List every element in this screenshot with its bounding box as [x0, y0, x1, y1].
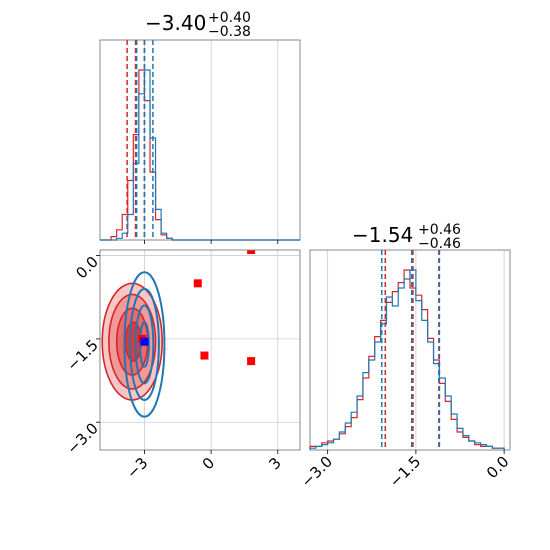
title-top-sup: +0.40 [208, 10, 251, 26]
scatter-xtick-label-2: 3 [265, 454, 284, 473]
right-xtick-label-1: −1.5 [386, 452, 424, 490]
top-hist-series-0 [100, 69, 300, 241]
blue-marker-0 [140, 337, 149, 346]
red-marker-1 [200, 351, 209, 360]
blue-contour-2 [134, 304, 155, 385]
scatter-sample-point [133, 400, 136, 403]
title-top-main: −3.40 [145, 11, 206, 35]
scatter-ytick-label-0: 0.0 [72, 253, 102, 283]
blue-contour-1 [129, 287, 160, 402]
top-axis-frame [99, 39, 301, 241]
right-xtick-label-2: 0.0 [483, 452, 513, 482]
histogram-panel-top [99, 39, 301, 244]
right-axis-frame [309, 249, 511, 451]
blue-contour-0 [123, 271, 166, 418]
scatter-sample-point [153, 295, 156, 298]
blue-contour-3 [139, 321, 150, 368]
histogram-panel-right: −3.0 −1.5 0.0 [298, 249, 513, 491]
scatter-inner [100, 250, 300, 450]
red-marker-2 [247, 357, 256, 366]
right-xtick-label-0: −3.0 [298, 452, 336, 490]
scatter-xtick-label-0: −3 [123, 454, 151, 482]
scatter-ytick-label-2: −3.0 [63, 419, 101, 457]
title-right-sup: +0.46 [418, 222, 461, 238]
scatter-ytick-label-1: −1.5 [63, 336, 101, 374]
scatter-sample-point [165, 347, 168, 350]
red-marker-3 [247, 250, 256, 254]
right-hist-series-1 [309, 269, 505, 450]
scatter-panel: −3 0 3 0.0 −1.5 −3.0 [63, 249, 301, 482]
scatter-xtick-label-1: 0 [199, 454, 218, 473]
title-top-sub: −0.38 [208, 24, 251, 40]
scatter-axis-frame [99, 249, 301, 451]
red-marker-0 [193, 279, 202, 288]
scatter-sample-point [154, 299, 157, 302]
top-hist-series-1 [100, 69, 300, 241]
title-right-main: −1.54 [352, 223, 413, 247]
title-right-sub: −0.46 [418, 236, 461, 252]
right-hist-series-0 [309, 269, 505, 450]
